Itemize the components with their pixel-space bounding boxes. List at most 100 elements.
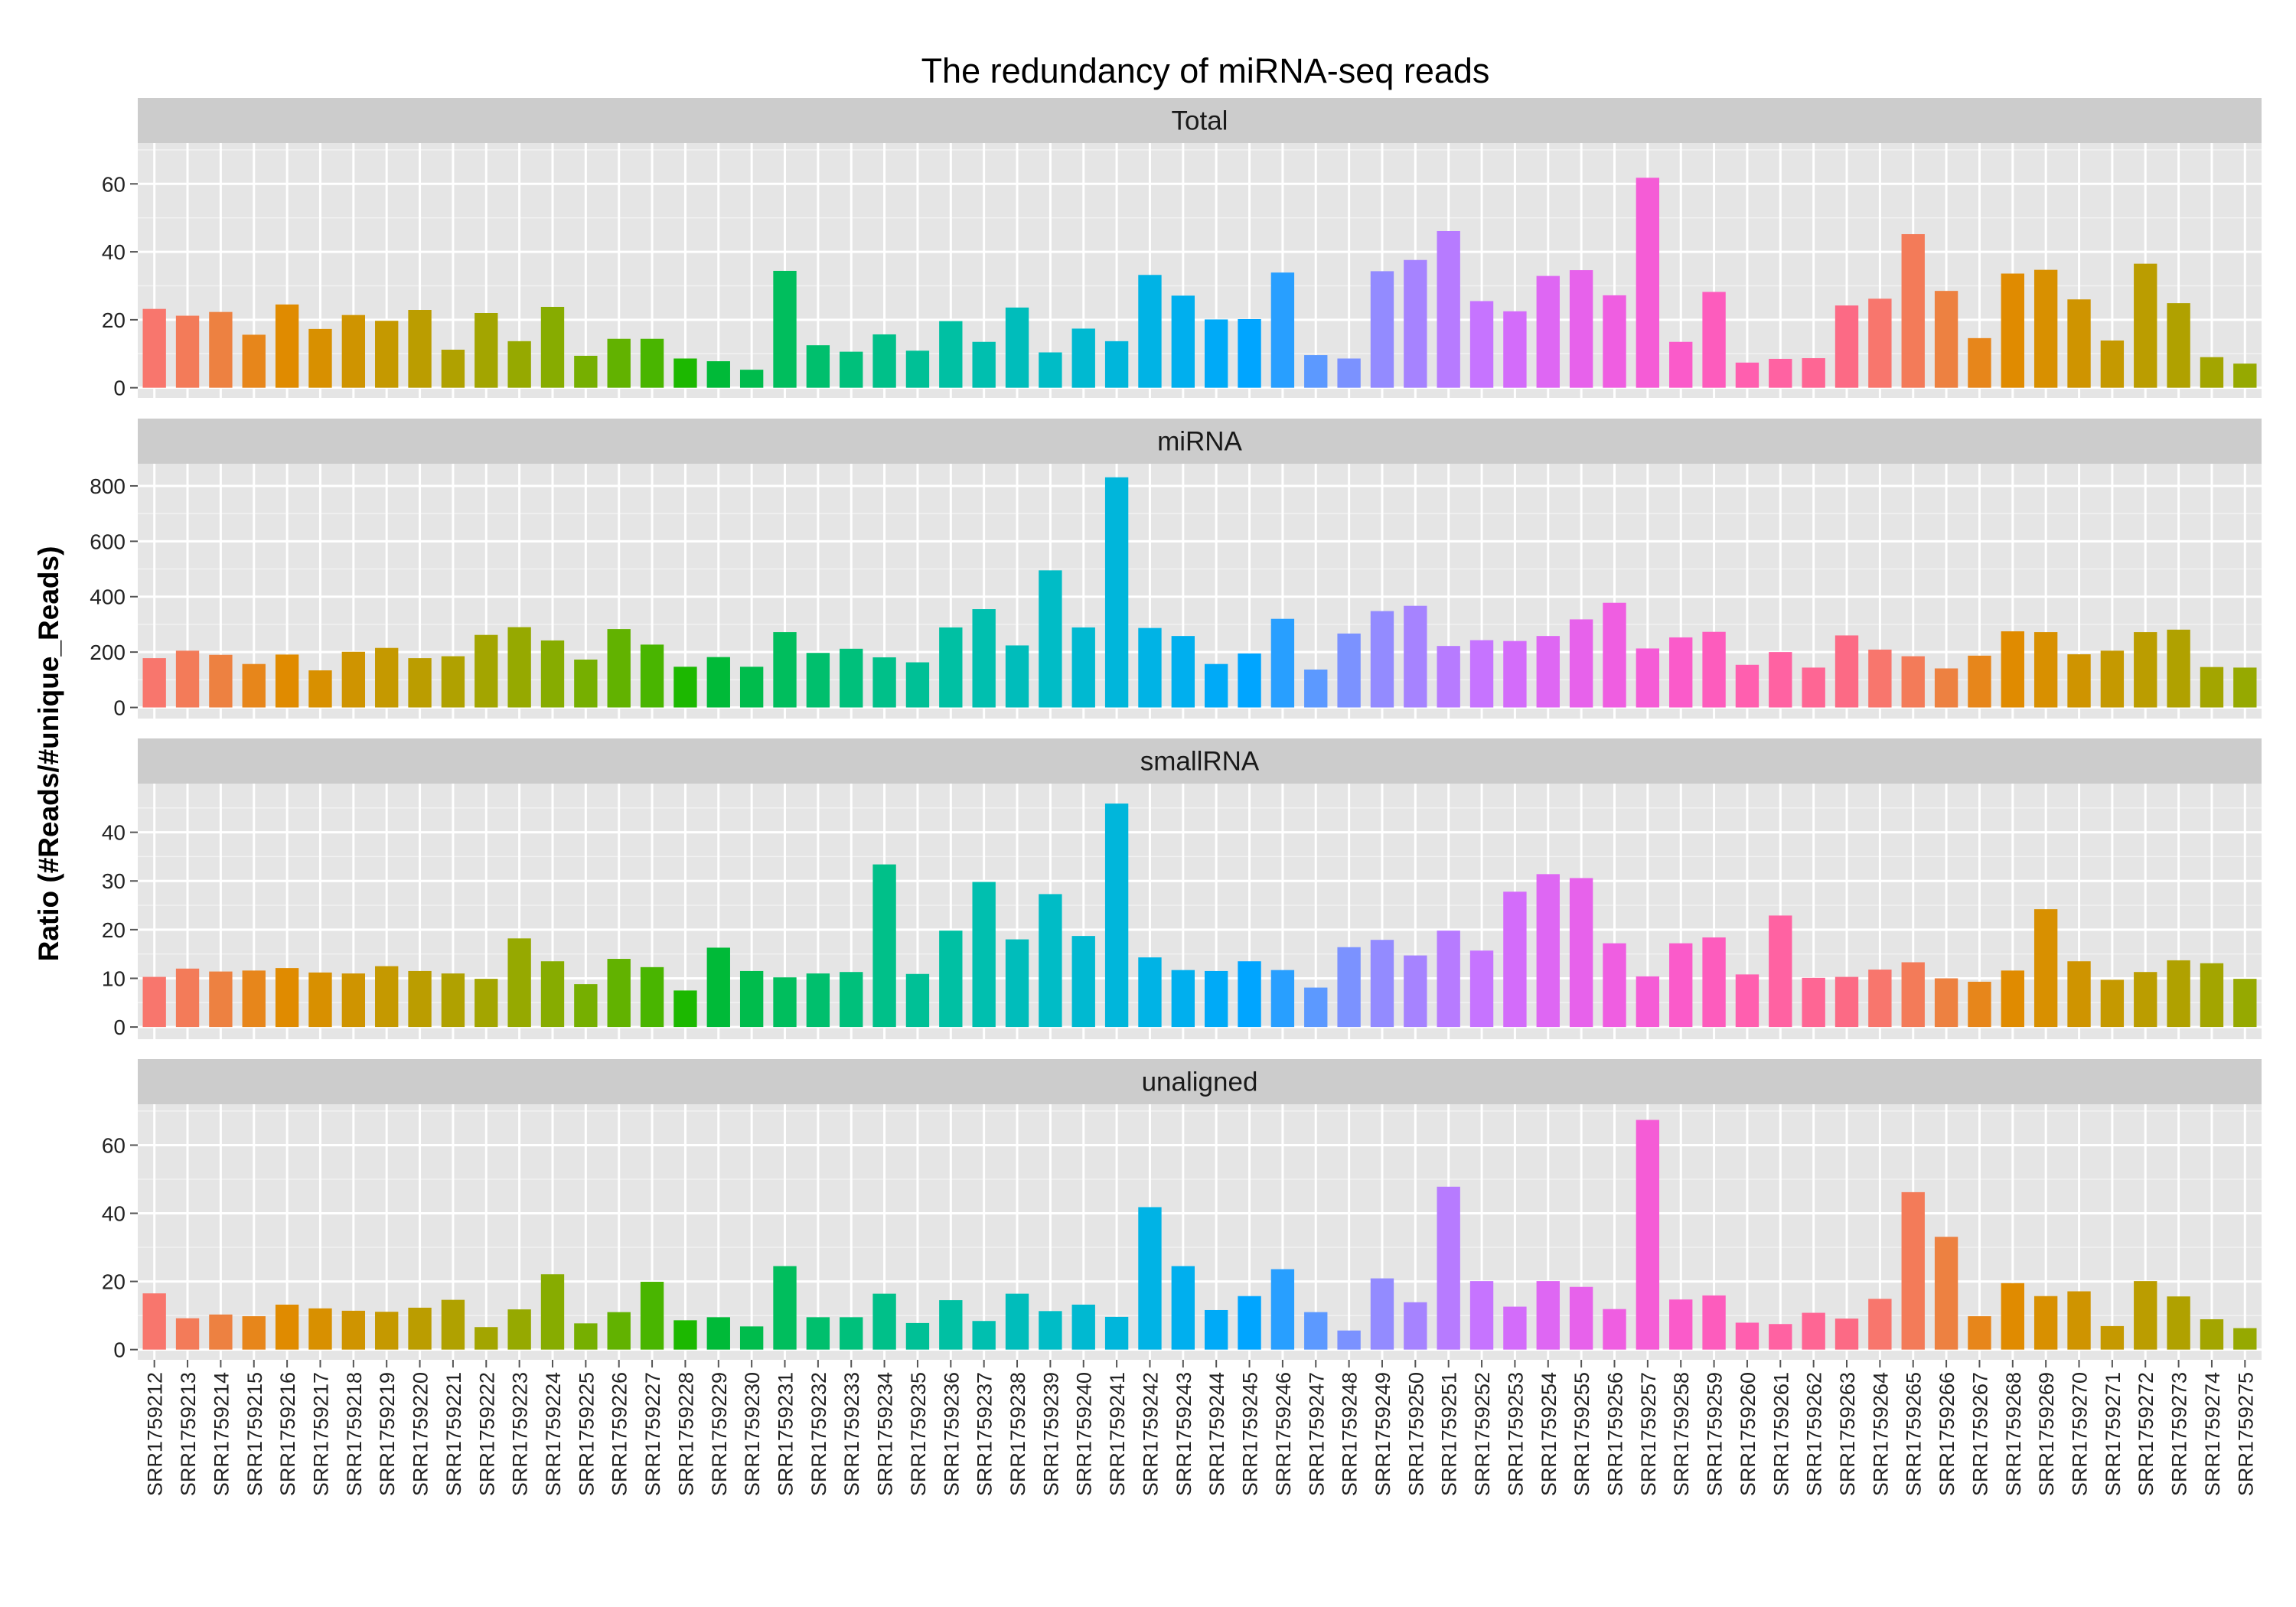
- x-tick-label: SRR1759271: [2102, 1372, 2125, 1496]
- bar: [1735, 362, 1760, 388]
- x-tick-label: SRR1759228: [674, 1372, 697, 1496]
- bar: [1901, 962, 1925, 1028]
- bar: [1005, 307, 1029, 388]
- bar: [2033, 1296, 2058, 1350]
- y-tick-label: 0: [113, 696, 126, 720]
- bar: [1370, 611, 1394, 708]
- bar: [1270, 272, 1295, 388]
- bar: [2167, 960, 2190, 1028]
- bar: [739, 1326, 764, 1350]
- bar: [1636, 648, 1660, 708]
- y-tick-label: 20: [102, 918, 126, 942]
- bar: [1802, 358, 1825, 388]
- bar: [939, 321, 963, 388]
- bar: [1138, 1207, 1162, 1350]
- bar: [972, 882, 996, 1028]
- bar: [806, 345, 830, 388]
- bar: [1404, 955, 1427, 1028]
- x-tick-label: SRR1759264: [1869, 1372, 1892, 1496]
- bar: [2067, 654, 2091, 708]
- x-tick-label: SRR1759273: [2168, 1372, 2191, 1496]
- bar: [1337, 358, 1361, 388]
- x-tick-label: SRR1759270: [2069, 1372, 2092, 1496]
- x-tick-label: SRR1759222: [475, 1372, 498, 1496]
- bar: [1404, 259, 1427, 388]
- bar: [1802, 977, 1825, 1028]
- bar: [2001, 1283, 2024, 1350]
- bar: [1536, 1281, 1560, 1350]
- panel-mirna: miRNA 0 200 400 600 800: [90, 419, 2262, 720]
- bar: [673, 990, 697, 1028]
- bar: [441, 973, 465, 1028]
- bar: [1171, 295, 1195, 388]
- bar: [972, 609, 996, 708]
- bar: [1270, 1269, 1295, 1350]
- panel-smallrna: smallRNA 0 10 20 30 40: [102, 738, 2262, 1039]
- bar: [242, 663, 266, 708]
- bar: [1868, 649, 1892, 708]
- bar: [673, 1320, 697, 1350]
- bar: [739, 970, 764, 1028]
- bar: [739, 667, 764, 708]
- bar: [1238, 653, 1261, 708]
- x-tick-label: SRR1759217: [309, 1372, 332, 1496]
- bar: [2200, 667, 2224, 708]
- bar: [574, 355, 598, 388]
- bar: [275, 968, 299, 1028]
- bar: [209, 1314, 233, 1350]
- bar: [341, 973, 366, 1028]
- y-tick-label: 30: [102, 869, 126, 893]
- bar: [1503, 892, 1527, 1028]
- bar: [1769, 358, 1792, 388]
- x-tick-label: SRR1759269: [2035, 1372, 2058, 1496]
- bar: [341, 1310, 366, 1350]
- bar: [1238, 318, 1261, 388]
- bar: [2001, 970, 2024, 1028]
- x-tick-label: SRR1759230: [741, 1372, 764, 1496]
- bar: [2134, 632, 2157, 708]
- bar: [1171, 1266, 1195, 1350]
- bar: [540, 961, 565, 1028]
- bar: [1104, 1316, 1129, 1350]
- bar: [275, 304, 299, 388]
- panel-strip: [138, 738, 2262, 784]
- bar: [209, 654, 233, 708]
- bar: [2067, 299, 2091, 388]
- bar: [1171, 970, 1195, 1028]
- bar: [1536, 636, 1560, 708]
- bar: [1702, 937, 1726, 1028]
- bar: [1669, 341, 1693, 388]
- bar: [1769, 652, 1792, 708]
- bar: [2167, 1296, 2190, 1350]
- bar: [142, 658, 166, 708]
- x-tick-label: SRR1759274: [2201, 1372, 2224, 1496]
- y-tick-label: 600: [90, 530, 126, 553]
- bar: [2033, 269, 2058, 388]
- bar: [773, 632, 797, 708]
- y-tick-label: 40: [102, 240, 126, 264]
- bar: [540, 307, 565, 388]
- bar: [2200, 357, 2224, 388]
- bar: [2134, 263, 2157, 388]
- bar: [1039, 352, 1062, 388]
- bar: [806, 1317, 830, 1350]
- bar: [872, 1293, 896, 1350]
- bar: [1370, 940, 1394, 1028]
- x-tick-label: SRR1759275: [2234, 1372, 2257, 1496]
- bar: [574, 1323, 598, 1350]
- bar: [1934, 1237, 1958, 1350]
- bar: [905, 1322, 930, 1350]
- bar: [1437, 646, 1460, 708]
- x-tick-label: SRR1759227: [641, 1372, 664, 1496]
- x-tick-label: SRR1759272: [2135, 1372, 2157, 1496]
- bar: [1769, 915, 1792, 1028]
- bar: [1968, 1315, 1991, 1350]
- bar: [1469, 301, 1494, 388]
- bar: [773, 977, 797, 1028]
- x-tick-label: SRR1759251: [1438, 1372, 1461, 1496]
- bar: [872, 657, 896, 708]
- bar: [2067, 1291, 2091, 1350]
- y-tick-label: 60: [102, 172, 126, 196]
- bar: [1304, 1312, 1328, 1350]
- x-tick-label: SRR1759238: [1006, 1372, 1029, 1496]
